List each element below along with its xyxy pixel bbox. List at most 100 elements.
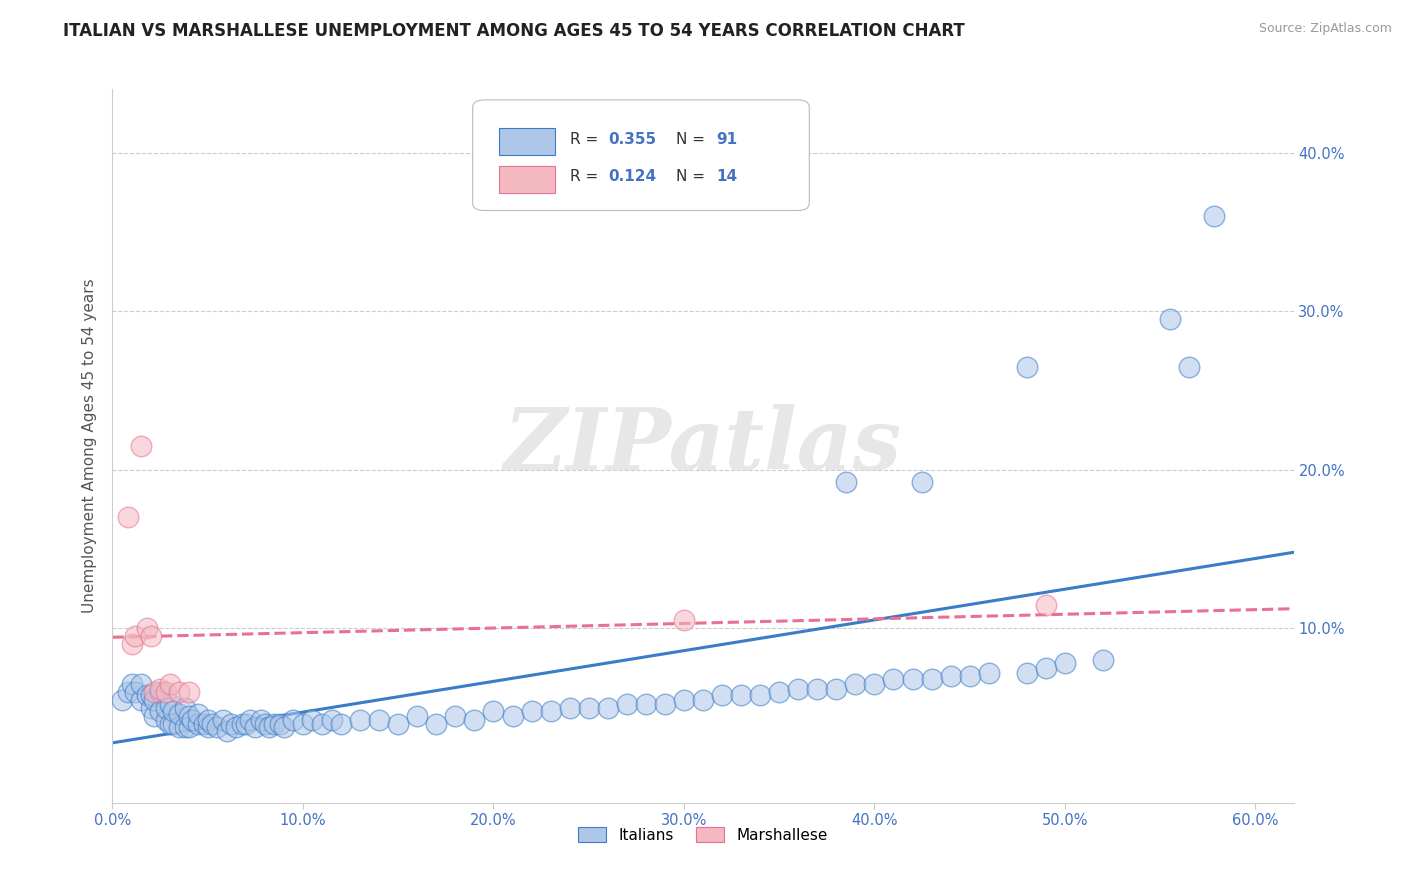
Point [330, 716, 353, 731]
Point [193, 716, 215, 731]
FancyBboxPatch shape [499, 128, 555, 155]
Point [654, 698, 676, 712]
Point [787, 681, 810, 696]
Point [273, 720, 295, 734]
Point [197, 714, 219, 728]
Text: Source: ZipAtlas.com: Source: ZipAtlas.com [1258, 22, 1392, 36]
Point [863, 677, 886, 691]
Point [387, 716, 409, 731]
Point [124, 685, 146, 699]
FancyBboxPatch shape [472, 100, 810, 211]
Point [235, 716, 257, 731]
Point [139, 688, 162, 702]
Text: 14: 14 [716, 169, 737, 185]
Point [257, 720, 280, 734]
Point [634, 698, 657, 712]
Point [283, 714, 305, 728]
Point [1015, 359, 1038, 374]
Point [768, 685, 790, 699]
Point [129, 692, 152, 706]
Text: 91: 91 [716, 132, 737, 146]
Point [444, 708, 467, 723]
Point [291, 716, 314, 731]
Text: N =: N = [676, 169, 710, 185]
Point [177, 685, 200, 699]
Point [159, 677, 181, 691]
Text: R =: R = [569, 132, 603, 146]
Point [882, 672, 904, 686]
Point [167, 720, 190, 734]
Point [250, 714, 273, 728]
Point [155, 700, 177, 714]
Point [177, 708, 200, 723]
Point [520, 704, 543, 718]
Point [806, 681, 828, 696]
Point [1177, 359, 1199, 374]
Point [749, 688, 772, 702]
Point [502, 708, 524, 723]
Point [711, 688, 734, 702]
Text: R =: R = [569, 169, 603, 185]
Text: ITALIAN VS MARSHALLESE UNEMPLOYMENT AMONG AGES 45 TO 54 YEARS CORRELATION CHART: ITALIAN VS MARSHALLESE UNEMPLOYMENT AMON… [63, 22, 965, 40]
Point [540, 704, 562, 718]
Point [349, 714, 371, 728]
Point [596, 700, 619, 714]
Point [187, 716, 209, 731]
Point [149, 685, 172, 699]
Point [263, 716, 285, 731]
Point [124, 629, 146, 643]
Point [959, 669, 981, 683]
Point [1015, 665, 1038, 680]
Point [139, 629, 162, 643]
Point [558, 700, 581, 714]
Text: ZIPatlas: ZIPatlas [503, 404, 903, 488]
Point [253, 716, 276, 731]
Point [135, 688, 157, 702]
Point [672, 614, 695, 628]
Point [200, 716, 222, 731]
Point [672, 692, 695, 706]
Point [139, 700, 162, 714]
Point [311, 716, 333, 731]
Point [167, 685, 190, 699]
Point [187, 706, 209, 721]
Point [215, 724, 238, 739]
Text: N =: N = [676, 132, 710, 146]
Point [911, 475, 934, 490]
Point [129, 677, 152, 691]
Point [117, 510, 139, 524]
Point [173, 720, 195, 734]
FancyBboxPatch shape [499, 166, 555, 193]
Point [135, 621, 157, 635]
Point [143, 692, 166, 706]
Point [219, 716, 242, 731]
Point [143, 708, 166, 723]
Point [1053, 657, 1076, 671]
Point [245, 720, 267, 734]
Point [901, 672, 924, 686]
Point [129, 439, 152, 453]
Point [121, 637, 143, 651]
Point [1035, 661, 1057, 675]
Y-axis label: Unemployment Among Ages 45 to 54 years: Unemployment Among Ages 45 to 54 years [82, 278, 97, 614]
Point [1092, 653, 1115, 667]
Point [149, 681, 172, 696]
Point [197, 720, 219, 734]
Point [921, 672, 943, 686]
Point [177, 720, 200, 734]
Point [977, 665, 1000, 680]
Point [155, 714, 177, 728]
Point [162, 716, 184, 731]
Point [578, 700, 600, 714]
Point [149, 704, 172, 718]
Point [269, 716, 291, 731]
Point [1202, 209, 1225, 223]
Point [225, 720, 247, 734]
Point [239, 714, 262, 728]
Point [463, 714, 485, 728]
Point [212, 714, 235, 728]
Point [162, 704, 184, 718]
Point [111, 692, 134, 706]
Point [835, 475, 858, 490]
Point [321, 714, 343, 728]
